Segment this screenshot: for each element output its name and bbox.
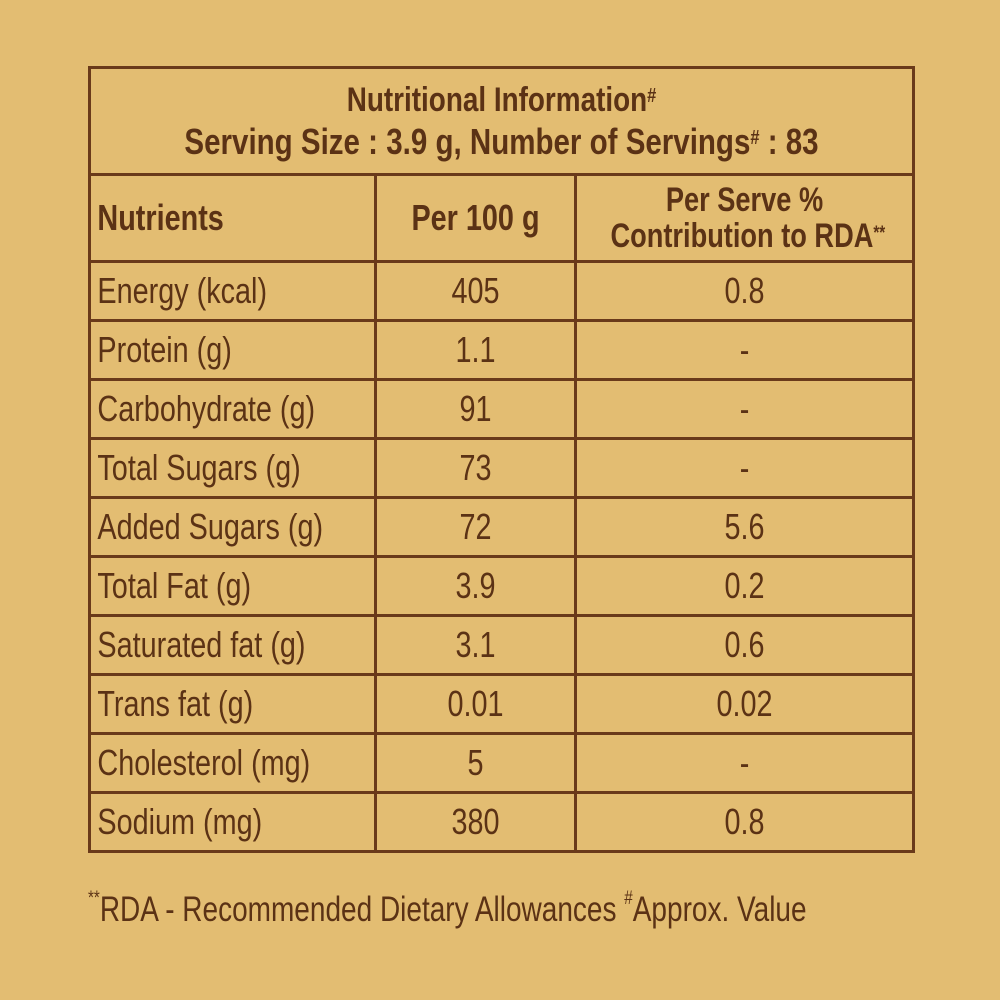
serving-size-text: Serving Size : 3.9 g, Number of Servings bbox=[184, 121, 751, 162]
nutrient-name-cell: Carbohydrate (g) bbox=[88, 378, 377, 440]
per100-value: 405 bbox=[451, 270, 500, 311]
rda-value: - bbox=[739, 329, 750, 370]
table-row: Carbohydrate (g) 91 - bbox=[88, 378, 916, 440]
nutrient-name-cell: Sodium (mg) bbox=[88, 791, 377, 853]
rda-value-cell: 5.6 bbox=[573, 496, 916, 558]
per100-value: 380 bbox=[451, 801, 500, 842]
per100-value: 5 bbox=[467, 742, 484, 783]
nutrition-table: Nutritional Information# Serving Size : … bbox=[87, 66, 916, 853]
nutrient-name-cell: Total Fat (g) bbox=[88, 555, 377, 617]
nutrient-name: Protein (g) bbox=[97, 329, 232, 370]
header-nutrients-label: Nutrients bbox=[97, 197, 224, 238]
table-row: Total Fat (g) 3.9 0.2 bbox=[88, 555, 916, 617]
rda-value-cell: 0.2 bbox=[573, 555, 916, 617]
nutrient-name-cell: Protein (g) bbox=[88, 319, 377, 381]
header-rda: Per Serve % Contribution to RDA** bbox=[573, 173, 916, 263]
nutrient-name: Carbohydrate (g) bbox=[97, 388, 316, 429]
nutrient-name-cell: Energy (kcal) bbox=[88, 260, 377, 322]
footnote-mark-rda: ** bbox=[88, 888, 100, 909]
nutrient-name-cell: Added Sugars (g) bbox=[88, 496, 377, 558]
rda-value-cell: - bbox=[573, 319, 916, 381]
rda-value: - bbox=[739, 447, 750, 488]
nutrient-name: Added Sugars (g) bbox=[97, 506, 324, 547]
nutrient-name: Trans fat (g) bbox=[97, 683, 254, 724]
table-row: Protein (g) 1.1 - bbox=[88, 319, 916, 381]
header-nutrients: Nutrients bbox=[88, 173, 377, 263]
rda-value: - bbox=[739, 742, 750, 783]
nutrient-name: Sodium (mg) bbox=[97, 801, 263, 842]
rda-value-cell: 0.8 bbox=[573, 260, 916, 322]
nutrient-name: Saturated fat (g) bbox=[97, 624, 306, 665]
rda-value: 0.6 bbox=[724, 624, 765, 665]
per100-value: 73 bbox=[459, 447, 492, 488]
per100-value: 1.1 bbox=[455, 329, 496, 370]
rda-value-cell: - bbox=[573, 378, 916, 440]
footnote: **RDA - Recommended Dietary Allowances #… bbox=[88, 888, 912, 930]
table-row: Sodium (mg) 380 0.8 bbox=[88, 791, 916, 853]
rda-value: 5.6 bbox=[724, 506, 765, 547]
header-rda-line2: Contribution to RDA bbox=[610, 217, 874, 255]
per100-value-cell: 405 bbox=[374, 260, 577, 322]
per100-value: 3.1 bbox=[455, 624, 496, 665]
table-row: Saturated fat (g) 3.1 0.6 bbox=[88, 614, 916, 676]
header-per100: Per 100 g bbox=[374, 173, 577, 263]
nutrient-name-cell: Trans fat (g) bbox=[88, 673, 377, 735]
header-per100-label: Per 100 g bbox=[411, 197, 540, 238]
table-row: Energy (kcal) 405 0.8 bbox=[88, 260, 916, 322]
table-row: Total Sugars (g) 73 - bbox=[88, 437, 916, 499]
rda-value: 0.8 bbox=[724, 270, 765, 311]
footnote-approx-text: Approx. Value bbox=[632, 890, 807, 929]
table-body: Energy (kcal) 405 0.8 Protein (g) 1.1- Carboh… bbox=[88, 260, 916, 853]
nutrient-name: Energy (kcal) bbox=[97, 270, 268, 311]
nutrient-name-cell: Cholesterol (mg) bbox=[88, 732, 377, 794]
header-rda-line1: Per Serve % bbox=[665, 181, 824, 219]
rda-value-cell: - bbox=[573, 437, 916, 499]
per100-value: 3.9 bbox=[455, 565, 496, 606]
footnote-text: **RDA - Recommended Dietary Allowances #… bbox=[88, 888, 807, 930]
nutrient-name: Total Fat (g) bbox=[97, 565, 252, 606]
per100-value-cell: 1.1 bbox=[374, 319, 577, 381]
rda-value: - bbox=[739, 388, 750, 429]
nutrient-name: Cholesterol (mg) bbox=[97, 742, 311, 783]
rda-value-cell: - bbox=[573, 732, 916, 794]
table-row: Trans fat (g) 0.01 0.02 bbox=[88, 673, 916, 735]
per100-value-cell: 72 bbox=[374, 496, 577, 558]
rda-value: 0.2 bbox=[724, 565, 765, 606]
per100-value-cell: 5 bbox=[374, 732, 577, 794]
title-footnote-mark: # bbox=[647, 85, 657, 107]
table-row: Added Sugars (g) 72 5.6 bbox=[88, 496, 916, 558]
per100-value: 0.01 bbox=[447, 683, 504, 724]
per100-value: 72 bbox=[459, 506, 492, 547]
per100-value-cell: 3.9 bbox=[374, 555, 577, 617]
footnote-rda-text: RDA - Recommended Dietary Allowances bbox=[99, 890, 625, 929]
nutrient-name: Total Sugars (g) bbox=[97, 447, 301, 488]
per100-value-cell: 0.01 bbox=[374, 673, 577, 735]
rda-value-cell: 0.8 bbox=[573, 791, 916, 853]
rda-value: 0.8 bbox=[724, 801, 765, 842]
servings-footnote-mark: # bbox=[750, 127, 760, 149]
per100-value-cell: 380 bbox=[374, 791, 577, 853]
nutrient-name-cell: Total Sugars (g) bbox=[88, 437, 377, 499]
per100-value-cell: 91 bbox=[374, 378, 577, 440]
serving-info: Serving Size : 3.9 g, Number of Servings… bbox=[165, 121, 838, 163]
nutrition-panel: Nutritional Information# Serving Size : … bbox=[87, 66, 916, 853]
table-title: Nutritional Information# bbox=[165, 79, 838, 121]
table-row: Cholesterol (mg) 5 - bbox=[88, 732, 916, 794]
header-rda-mark: ** bbox=[873, 223, 886, 244]
rda-value-cell: 0.02 bbox=[573, 673, 916, 735]
title-text: Nutritional Information bbox=[346, 81, 648, 119]
table-title-cell: Nutritional Information# Serving Size : … bbox=[87, 66, 916, 176]
per100-value-cell: 3.1 bbox=[374, 614, 577, 676]
servings-count-text: : 83 bbox=[759, 121, 819, 162]
per100-value-cell: 73 bbox=[374, 437, 577, 499]
header-rda-label: Per Serve % Contribution to RDA** bbox=[610, 181, 886, 255]
title-row: Nutritional Information# Serving Size : … bbox=[87, 66, 916, 176]
nutrient-name-cell: Saturated fat (g) bbox=[88, 614, 377, 676]
header-row: Nutrients Per 100 g Per Serve % Contribu… bbox=[88, 173, 916, 263]
per100-value: 91 bbox=[459, 388, 492, 429]
rda-value: 0.02 bbox=[716, 683, 773, 724]
rda-value-cell: 0.6 bbox=[573, 614, 916, 676]
footnote-mark-approx: # bbox=[624, 888, 633, 909]
